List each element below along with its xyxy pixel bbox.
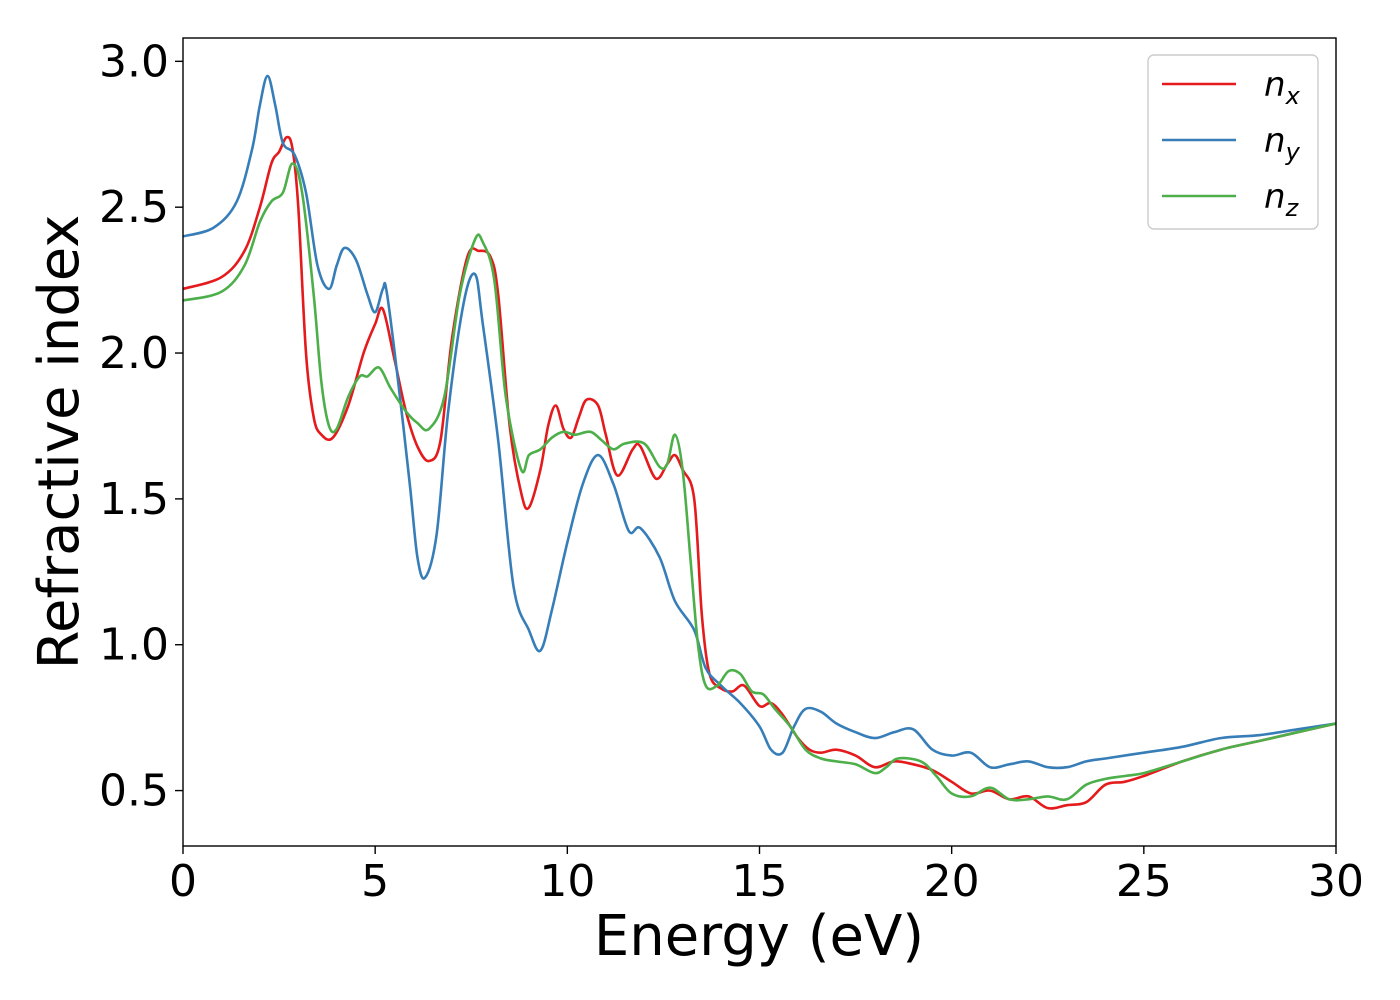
y-tick-label: 1.0 <box>99 620 169 671</box>
y-tick-label: 2.5 <box>99 182 169 233</box>
y-axis-label: Refractive index <box>27 215 92 670</box>
x-tick-label: 25 <box>1116 856 1172 907</box>
y-axis: 0.5 1.0 1.5 2.0 2.5 3.0 <box>99 36 183 817</box>
y-tick-label: 3.0 <box>99 36 169 87</box>
y-tick-label: 1.5 <box>99 474 169 525</box>
x-tick-label: 0 <box>169 856 197 907</box>
x-tick-label: 5 <box>361 856 389 907</box>
legend-box <box>1147 54 1319 230</box>
series-line-nx <box>183 135 1336 810</box>
x-tick-label: 10 <box>539 856 595 907</box>
x-tick-label: 30 <box>1308 856 1364 907</box>
series-layer <box>183 74 1336 810</box>
x-axis: 0 5 10 15 20 25 30 <box>169 846 1364 907</box>
legend-label-ny: ny <box>1264 121 1301 166</box>
series-line-nz <box>183 162 1336 802</box>
legend-label-nz: nz <box>1264 177 1300 222</box>
y-tick-label: 2.0 <box>99 328 169 379</box>
x-tick-label: 15 <box>732 856 788 907</box>
y-tick-label: 0.5 <box>99 766 169 817</box>
legend: nx ny nz <box>1147 54 1319 230</box>
legend-label-nx: nx <box>1264 65 1301 110</box>
x-tick-label: 20 <box>924 856 980 907</box>
series-line-ny <box>183 74 1336 770</box>
x-axis-label: Energy (eV) <box>594 904 924 969</box>
